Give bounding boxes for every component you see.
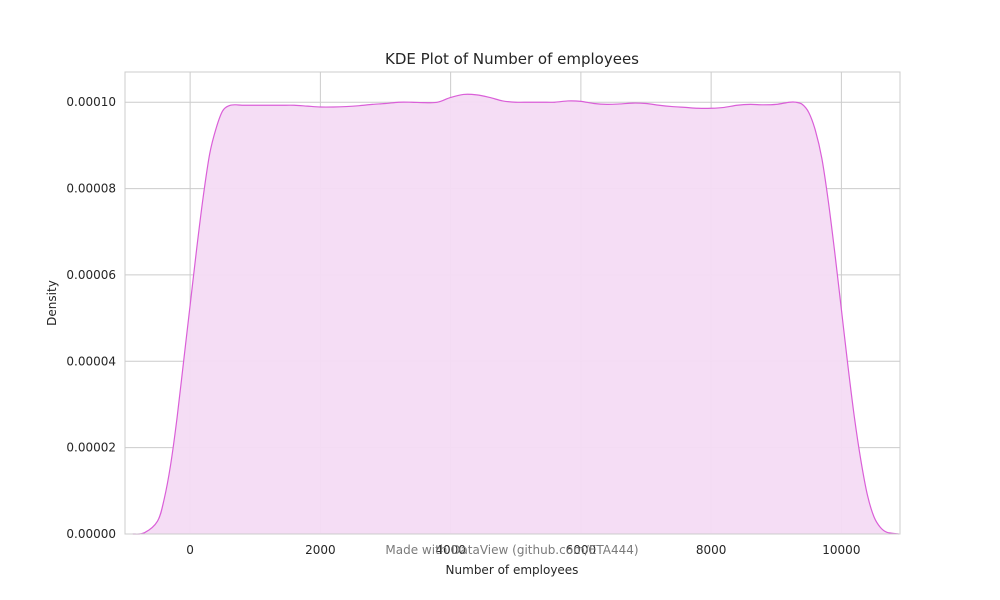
chart-title: KDE Plot of Number of employees xyxy=(385,50,639,68)
x-tick-label: 0 xyxy=(186,543,194,557)
x-tick-label: 8000 xyxy=(696,543,727,557)
y-tick-label: 0.00008 xyxy=(66,182,116,196)
density-fill xyxy=(132,94,899,535)
x-tick-label: 2000 xyxy=(305,543,336,557)
y-tick-label: 0.00002 xyxy=(66,441,116,455)
y-tick-labels: 0.00000 0.00002 0.00004 0.00006 0.00008 0.000… xyxy=(66,95,116,541)
y-axis-label: Density xyxy=(45,280,59,326)
x-tick-label: 4000 xyxy=(435,543,466,557)
x-tick-labels: 0 2000 4000 6000 8000 10000 xyxy=(186,543,860,557)
x-tick-label: 6000 xyxy=(566,543,597,557)
x-axis-label: Number of employees xyxy=(446,563,579,577)
y-tick-label: 0.00004 xyxy=(66,354,116,368)
density-line xyxy=(132,93,899,535)
y-tick-label: 0.00000 xyxy=(66,527,116,541)
y-tick-label: 0.00006 xyxy=(66,268,116,282)
watermark: Made with DataView (github.com/ETA444) xyxy=(385,543,638,557)
y-tick-label: 0.00010 xyxy=(66,95,116,109)
plot-frame xyxy=(124,71,901,535)
x-tick-label: 10000 xyxy=(822,543,860,557)
